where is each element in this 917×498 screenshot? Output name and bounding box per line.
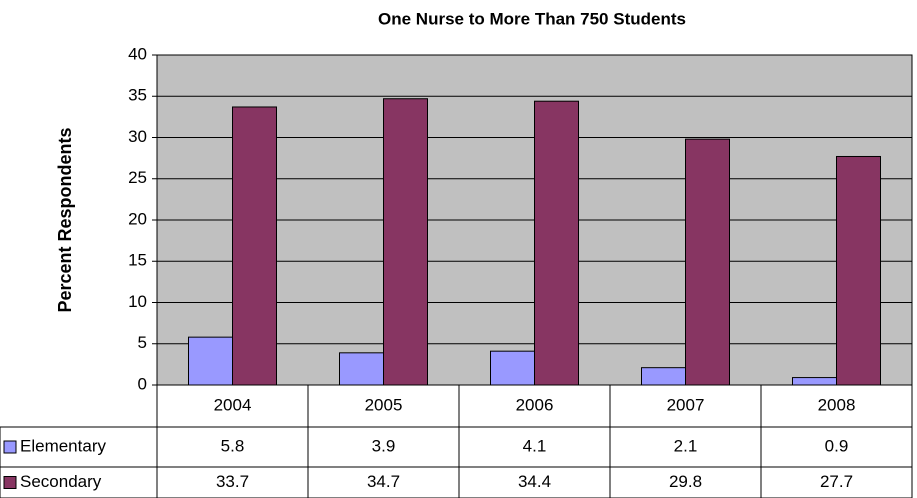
bar bbox=[339, 352, 384, 386]
y-tick-label: 5 bbox=[138, 333, 147, 352]
y-tick-label: 30 bbox=[128, 127, 147, 146]
data-label: 2.1 bbox=[674, 436, 698, 455]
legend-label: Elementary bbox=[20, 436, 106, 455]
legend-key bbox=[3, 440, 17, 454]
data-label: 33.7 bbox=[216, 472, 249, 491]
bar bbox=[232, 106, 277, 386]
bar bbox=[685, 138, 730, 386]
x-tick-label: 2007 bbox=[667, 395, 705, 414]
x-tick-label: 2004 bbox=[214, 395, 252, 414]
y-tick-label: 15 bbox=[128, 251, 147, 270]
y-tick-label: 10 bbox=[128, 292, 147, 311]
data-label: 29.8 bbox=[669, 472, 702, 491]
data-label: 34.7 bbox=[367, 472, 400, 491]
y-tick-label: 0 bbox=[138, 374, 147, 393]
data-label: 34.4 bbox=[518, 472, 551, 491]
x-tick-label: 2006 bbox=[516, 395, 554, 414]
data-label: 4.1 bbox=[523, 436, 547, 455]
y-tick-label: 25 bbox=[128, 168, 147, 187]
legend-label: Secondary bbox=[20, 472, 102, 491]
x-tick-label: 2008 bbox=[818, 395, 856, 414]
data-label: 0.9 bbox=[825, 436, 849, 455]
bar bbox=[792, 377, 837, 386]
y-tick-label: 40 bbox=[128, 44, 147, 63]
data-label: 5.8 bbox=[221, 436, 245, 455]
bar bbox=[490, 350, 535, 386]
bar bbox=[836, 155, 881, 386]
bar bbox=[641, 367, 686, 386]
y-tick-label: 20 bbox=[128, 209, 147, 228]
y-axis-label: Percent Respondents bbox=[55, 127, 75, 312]
bar bbox=[534, 100, 579, 386]
bar bbox=[188, 336, 233, 386]
data-label: 3.9 bbox=[372, 436, 396, 455]
y-tick-label: 35 bbox=[128, 86, 147, 105]
chart-title: One Nurse to More Than 750 Students bbox=[378, 9, 686, 28]
legend-key bbox=[3, 476, 17, 489]
data-label: 27.7 bbox=[820, 472, 853, 491]
bar bbox=[383, 98, 428, 386]
x-tick-label: 2005 bbox=[365, 395, 403, 414]
